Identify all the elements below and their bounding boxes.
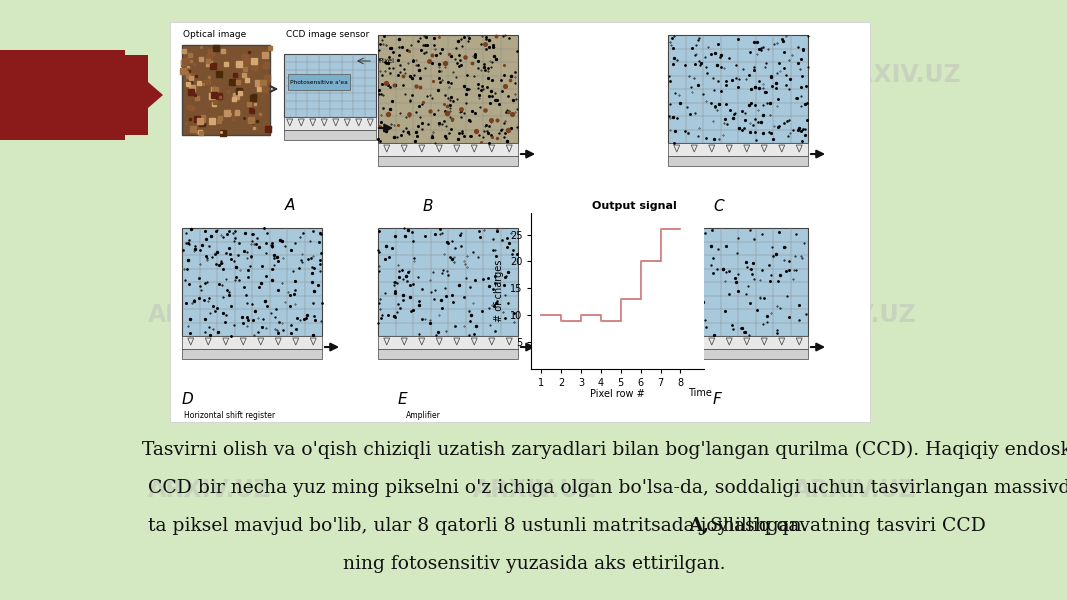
- Text: Amplifier: Amplifier: [407, 411, 441, 420]
- Text: A: A: [285, 198, 296, 213]
- Text: ARXIV.UZ: ARXIV.UZ: [148, 303, 272, 327]
- Text: CCD bir necha yuz ming pikselni o'z ichiga olgan bo'lsa-da, soddaligi uchun tasv: CCD bir necha yuz ming pikselni o'z ichi…: [142, 479, 1067, 497]
- Text: ARXIV.UZ: ARXIV.UZ: [148, 478, 272, 502]
- Bar: [182, 45, 270, 135]
- Bar: [182, 228, 322, 336]
- Bar: [668, 156, 808, 166]
- Text: ARXIV.UZ: ARXIV.UZ: [793, 478, 917, 502]
- Text: E: E: [398, 392, 408, 407]
- Bar: [668, 35, 808, 143]
- Text: D: D: [182, 392, 194, 407]
- Bar: [288, 74, 350, 90]
- Text: Time: Time: [688, 388, 712, 398]
- Bar: [182, 349, 322, 359]
- Text: Shilliq qavatning tasviri CCD: Shilliq qavatning tasviri CCD: [704, 517, 986, 535]
- Bar: [378, 35, 517, 143]
- Text: CCD image sensor: CCD image sensor: [286, 30, 369, 39]
- Y-axis label: # of charges: # of charges: [494, 260, 505, 322]
- Text: Pixel: Pixel: [378, 58, 394, 64]
- Text: Optical image: Optical image: [184, 30, 246, 39]
- Polygon shape: [85, 55, 163, 135]
- Bar: [378, 228, 517, 336]
- Text: ARXIV.UZ: ARXIV.UZ: [203, 68, 327, 92]
- Text: ARXIV.UZ: ARXIV.UZ: [588, 63, 712, 87]
- Text: ning fotosensitiv yuzasida aks ettirilgan.: ning fotosensitiv yuzasida aks ettirilga…: [343, 555, 726, 573]
- Bar: [378, 143, 517, 156]
- Bar: [170, 22, 870, 422]
- Bar: [0, 50, 125, 140]
- Text: Tasvirni olish va o'qish chiziqli uzatish zaryadlari bilan bog'langan qurilma (C: Tasvirni olish va o'qish chiziqli uzatis…: [142, 441, 1067, 459]
- Bar: [182, 336, 322, 349]
- Text: ARXIV.UZ: ARXIV.UZ: [838, 63, 961, 87]
- Bar: [668, 143, 808, 156]
- Bar: [378, 156, 517, 166]
- Text: A,: A,: [688, 517, 710, 535]
- Text: Photosensitive a'ea: Photosensitive a'ea: [290, 79, 348, 85]
- Text: ARXIV.UZ: ARXIV.UZ: [793, 303, 917, 327]
- Text: F: F: [713, 392, 721, 407]
- Bar: [284, 130, 376, 140]
- Bar: [668, 228, 808, 336]
- Text: ta piksel mavjud bo'lib, ular 8 qatorli 8 ustunli matritsada joylashgan.: ta piksel mavjud bo'lib, ular 8 qatorli …: [142, 517, 813, 535]
- Bar: [668, 349, 808, 359]
- Bar: [378, 349, 517, 359]
- Text: B: B: [423, 199, 433, 214]
- Text: Output signal: Output signal: [592, 201, 676, 211]
- Text: C: C: [713, 199, 723, 214]
- Bar: [668, 336, 808, 349]
- Bar: [284, 117, 376, 130]
- Text: ARXIV.UZ: ARXIV.UZ: [473, 478, 596, 502]
- X-axis label: Pixel row #: Pixel row #: [590, 389, 646, 400]
- Bar: [378, 336, 517, 349]
- Text: Horizontal shift register: Horizontal shift register: [184, 411, 275, 420]
- Bar: [284, 54, 376, 117]
